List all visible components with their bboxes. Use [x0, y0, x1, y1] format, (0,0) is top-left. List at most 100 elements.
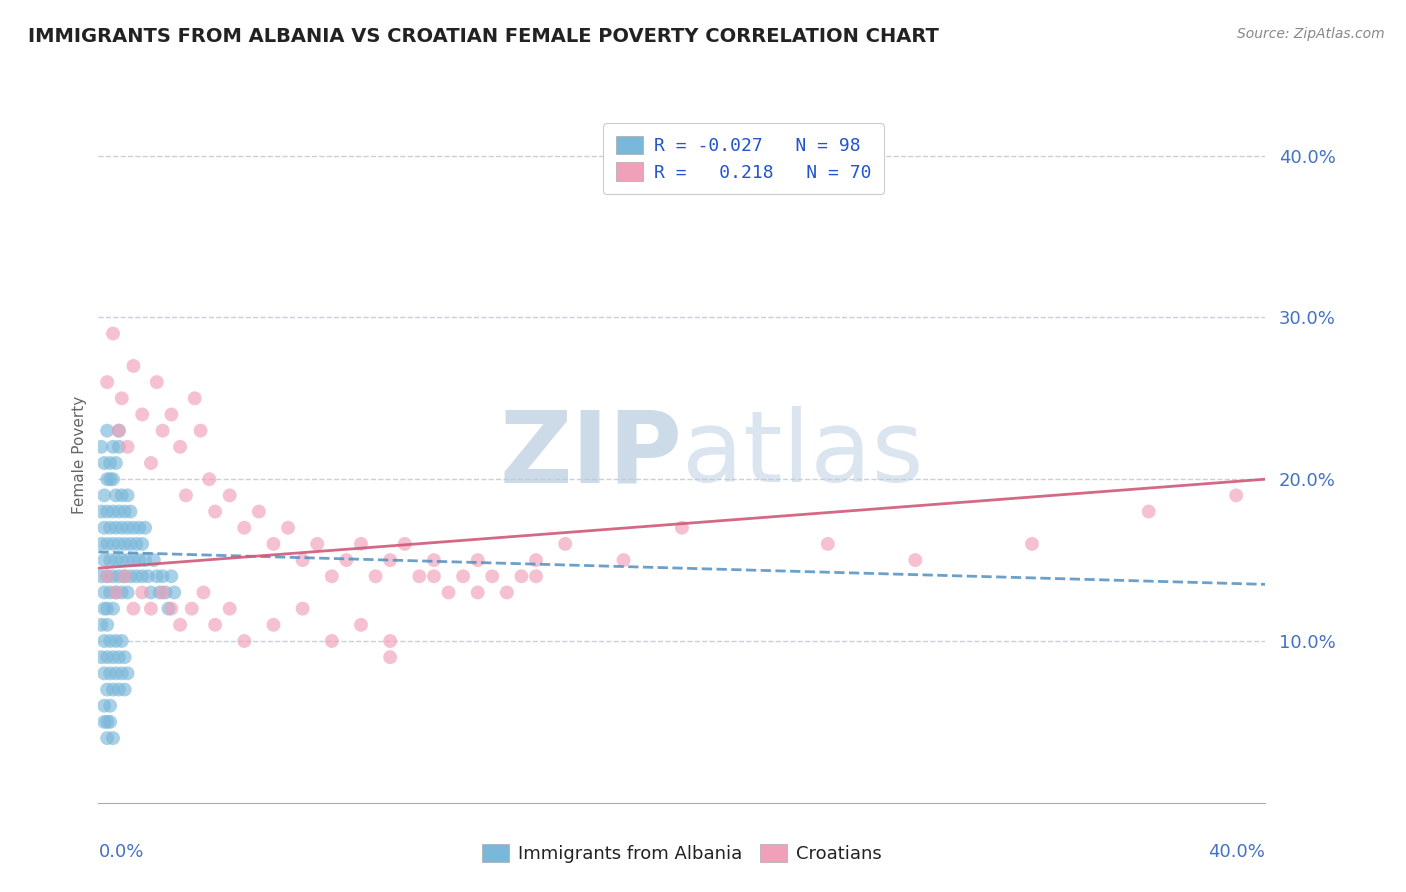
Point: [180, 601, 202, 615]
Text: ZIP: ZIP: [499, 407, 682, 503]
Point: [93, 553, 115, 567]
Point: [96, 537, 118, 551]
Point: [101, 326, 124, 341]
Point: [160, 601, 183, 615]
Point: [218, 601, 240, 615]
Point: [108, 424, 131, 438]
Point: [125, 537, 148, 551]
Point: [117, 440, 139, 454]
Text: IMMIGRANTS FROM ALBANIA VS CROATIAN FEMALE POVERTY CORRELATION CHART: IMMIGRANTS FROM ALBANIA VS CROATIAN FEMA…: [28, 27, 939, 45]
Text: 0.0%: 0.0%: [98, 843, 143, 862]
Point: [93, 666, 115, 681]
Point: [152, 585, 174, 599]
Point: [157, 601, 180, 615]
Point: [98, 521, 121, 535]
Point: [117, 521, 139, 535]
Text: atlas: atlas: [682, 407, 924, 503]
Point: [96, 569, 118, 583]
Point: [104, 585, 127, 599]
Point: [131, 569, 153, 583]
Point: [152, 569, 174, 583]
Point: [93, 601, 115, 615]
Point: [93, 488, 115, 502]
Point: [104, 488, 127, 502]
Point: [96, 731, 118, 745]
Point: [101, 650, 124, 665]
Point: [96, 617, 118, 632]
Point: [262, 617, 284, 632]
Point: [117, 488, 139, 502]
Point: [114, 682, 136, 697]
Point: [160, 569, 183, 583]
Point: [408, 569, 430, 583]
Point: [93, 698, 115, 713]
Point: [122, 521, 145, 535]
Point: [111, 521, 134, 535]
Point: [98, 698, 121, 713]
Point: [174, 488, 197, 502]
Text: Source: ZipAtlas.com: Source: ZipAtlas.com: [1237, 27, 1385, 41]
Point: [96, 504, 118, 518]
Point: [104, 521, 127, 535]
Point: [101, 601, 124, 615]
Point: [111, 392, 134, 406]
Point: [160, 408, 183, 422]
Point: [117, 666, 139, 681]
Point: [104, 585, 127, 599]
Point: [378, 650, 402, 665]
Point: [128, 521, 150, 535]
Point: [93, 634, 115, 648]
Point: [96, 375, 118, 389]
Point: [321, 634, 343, 648]
Point: [467, 585, 489, 599]
Point: [125, 569, 148, 583]
Point: [350, 617, 373, 632]
Point: [163, 585, 186, 599]
Point: [96, 569, 118, 583]
Point: [96, 714, 118, 729]
Point: [291, 601, 314, 615]
Point: [108, 504, 131, 518]
Y-axis label: Female Poverty: Female Poverty: [72, 396, 87, 514]
Point: [96, 424, 118, 438]
Point: [218, 488, 240, 502]
Point: [128, 553, 150, 567]
Point: [101, 682, 124, 697]
Point: [117, 553, 139, 567]
Point: [1225, 488, 1247, 502]
Point: [98, 456, 121, 470]
Point: [495, 585, 517, 599]
Point: [198, 472, 221, 486]
Point: [90, 650, 112, 665]
Point: [524, 569, 547, 583]
Point: [134, 521, 156, 535]
Point: [101, 731, 124, 745]
Point: [152, 424, 174, 438]
Point: [142, 553, 165, 567]
Point: [111, 553, 134, 567]
Point: [104, 634, 127, 648]
Point: [93, 714, 115, 729]
Point: [437, 585, 460, 599]
Point: [117, 585, 139, 599]
Point: [122, 359, 145, 373]
Point: [90, 537, 112, 551]
Point: [169, 617, 191, 632]
Point: [262, 537, 284, 551]
Point: [423, 553, 446, 567]
Text: 40.0%: 40.0%: [1209, 843, 1265, 862]
Point: [108, 682, 131, 697]
Point: [204, 617, 226, 632]
Point: [98, 553, 121, 567]
Point: [111, 634, 134, 648]
Point: [554, 537, 576, 551]
Point: [671, 521, 693, 535]
Point: [321, 569, 343, 583]
Point: [98, 585, 121, 599]
Point: [108, 650, 131, 665]
Point: [1137, 504, 1160, 518]
Point: [96, 650, 118, 665]
Point: [131, 585, 153, 599]
Point: [247, 504, 270, 518]
Point: [423, 569, 446, 583]
